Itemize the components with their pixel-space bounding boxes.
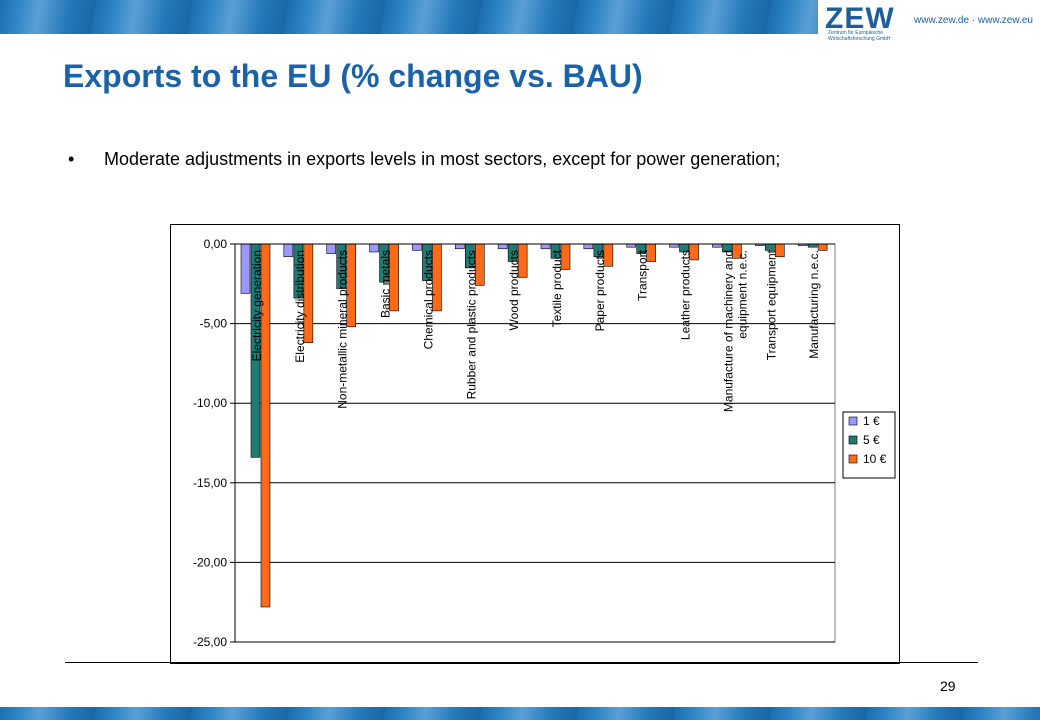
bar — [540, 243, 551, 250]
category-label: Non-metallic mineral products — [336, 250, 350, 409]
bar — [369, 243, 379, 253]
header-divider — [0, 34, 1040, 44]
plot-area — [234, 243, 836, 643]
footer-band — [0, 707, 1040, 720]
category-label: Transport — [636, 249, 650, 301]
category-label: Leather products — [679, 250, 693, 340]
category-label: Manufacturing n.e.c. — [807, 250, 821, 359]
footer-rule — [65, 662, 978, 663]
header-url: www.zew.de · www.zew.eu — [914, 15, 1033, 26]
chart-frame: 0,00 -5,00 -10,00 -15,00 -20,00 -25,00 Electri… — [170, 224, 900, 664]
legend-swatch — [848, 435, 858, 445]
y-tick-label: -5,00 — [200, 317, 228, 331]
bar-chart: 0,00 -5,00 -10,00 -15,00 -20,00 -25,00 Electri… — [170, 224, 900, 664]
y-tick-label: -25,00 — [193, 635, 227, 649]
y-tick-label: 0,00 — [204, 237, 228, 251]
category-label: Basic metals — [379, 250, 393, 318]
category-label: equipment n.e.c. — [735, 250, 749, 339]
legend-label: 10 € — [863, 452, 887, 466]
legend-swatch — [848, 416, 858, 426]
bar — [240, 243, 251, 294]
bar — [454, 243, 465, 250]
zew-logo: ZEW — [825, 2, 895, 35]
bullet-dot-icon: • — [68, 149, 75, 169]
bar — [412, 243, 422, 251]
bar — [326, 243, 337, 254]
category-label: Textile product — [550, 249, 564, 327]
bar — [283, 243, 294, 258]
legend-label: 1 € — [863, 414, 880, 428]
y-tick-label: -20,00 — [193, 555, 227, 569]
logo-area — [818, 0, 1040, 40]
bar — [764, 243, 775, 251]
logo-subtext: Zentrum für Europäische Wirtschaftsforsc… — [828, 30, 891, 42]
category-label: Transport equipment — [764, 249, 778, 360]
slide-title: Exports to the EU (% change vs. BAU) — [63, 58, 643, 94]
category-label: Rubber and plastic products — [464, 250, 478, 399]
bullet-text: Moderate adjustments in exports levels i… — [104, 149, 781, 169]
category-label: Chemical products — [421, 250, 435, 349]
category-label: Electricity distribution — [293, 250, 307, 363]
y-tick-label: -15,00 — [193, 476, 227, 490]
bar — [497, 243, 508, 250]
bar — [817, 243, 828, 251]
page-number: 29 — [940, 678, 956, 694]
category-label: Wood products — [507, 250, 521, 331]
legend-swatch — [848, 454, 858, 464]
y-tick-label: -10,00 — [193, 396, 227, 410]
bar — [583, 243, 594, 250]
category-label: Manufacture of machinery and — [721, 250, 735, 412]
category-label: Paper products — [593, 250, 607, 331]
category-label: Electricity generation — [250, 250, 264, 361]
legend-label: 5 € — [863, 433, 880, 447]
